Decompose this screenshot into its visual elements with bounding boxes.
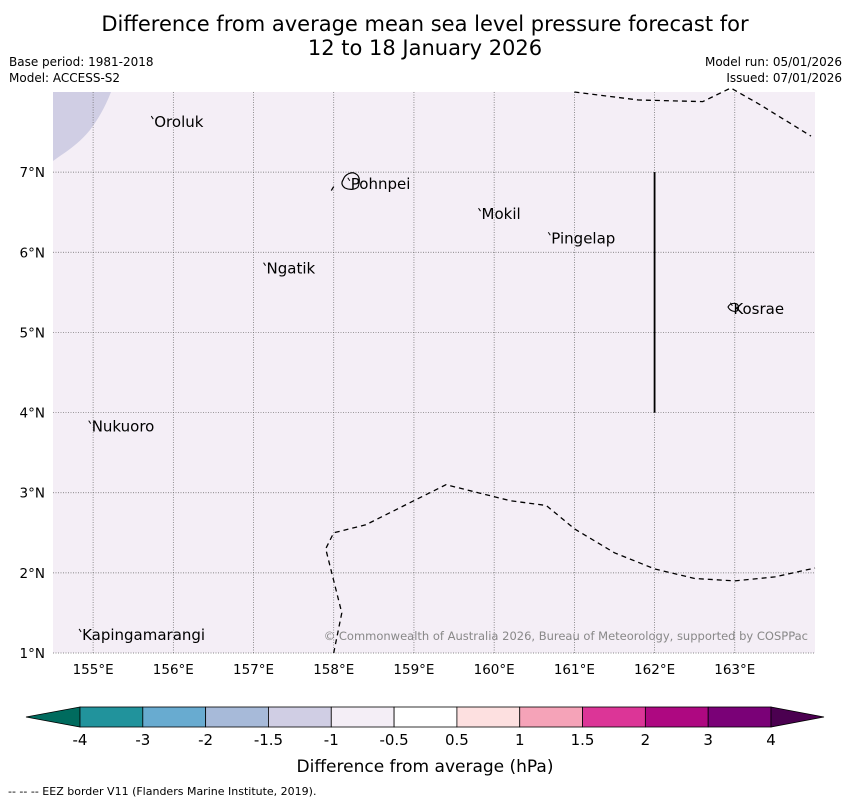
place-label: Pingelap bbox=[551, 229, 615, 247]
colorbar-bin bbox=[142, 706, 207, 728]
colorbar-title: Difference from average (hPa) bbox=[297, 757, 554, 777]
lat-tick-label: 6°N bbox=[20, 245, 45, 261]
lon-tick-label: 155°E bbox=[73, 662, 114, 678]
colorbar-tick-label: -1 bbox=[324, 731, 339, 749]
lon-tick-label: 156°E bbox=[153, 662, 194, 678]
colorbar-bin bbox=[393, 706, 458, 728]
colorbar-low-extend bbox=[25, 706, 81, 728]
map-gridlines bbox=[53, 92, 815, 654]
place-label: Oroluk bbox=[154, 113, 203, 131]
eez-border-pohnpei bbox=[330, 186, 335, 191]
colorbar-bin bbox=[79, 706, 144, 728]
lon-tick-label: 163°E bbox=[714, 662, 755, 678]
colorbar-high-extend bbox=[770, 706, 825, 728]
issued-date: Issued: 07/01/2026 bbox=[726, 71, 842, 85]
chart-title: Difference from average mean sea level p… bbox=[0, 12, 850, 60]
island-marker bbox=[78, 628, 82, 633]
pressure-anomaly-patch bbox=[53, 92, 111, 161]
lat-tick-label: 7°N bbox=[20, 165, 45, 181]
island-outlines bbox=[341, 172, 740, 312]
place-label: Ngatik bbox=[267, 260, 316, 278]
eez-border-south bbox=[325, 484, 816, 654]
place-label: Pohnpei bbox=[351, 175, 411, 193]
map-background bbox=[53, 92, 815, 653]
model-run: Model run: 05/01/2026 bbox=[704, 55, 842, 69]
colorbar-bin bbox=[268, 706, 332, 728]
colorbar-tick-label: 1.5 bbox=[571, 731, 595, 749]
axis-labels: 155°E 156°E 157°E 158°E 159°E 160°E 161°E 162°E… bbox=[20, 165, 756, 678]
colorbar-tick-label: 2 bbox=[641, 731, 651, 749]
colorbar-tick-label: 4 bbox=[766, 731, 776, 749]
island-marker bbox=[478, 207, 481, 212]
colorbar-tick-label: -0.5 bbox=[379, 731, 408, 749]
pohnpei-island-shape bbox=[341, 172, 360, 190]
eez-borders bbox=[325, 87, 816, 654]
place-labels: Oroluk Pohnpei Mokil Pingelap Ngatik Kosrae Nu… bbox=[78, 113, 784, 644]
title-line-2: 12 to 18 January 2026 bbox=[307, 36, 543, 60]
lat-tick-label: 5°N bbox=[20, 325, 45, 341]
kosrae-island-shape bbox=[727, 302, 740, 312]
colorbar-bin bbox=[330, 706, 395, 728]
eez-border-north bbox=[574, 87, 812, 137]
island-marker bbox=[547, 231, 551, 236]
colorbar-tick-label: 1 bbox=[515, 731, 525, 749]
place-label: Kapingamarangi bbox=[82, 626, 205, 644]
island-marker bbox=[347, 177, 351, 182]
colorbar-tick-label: 3 bbox=[703, 731, 713, 749]
base-period: Base period: 1981-2018 bbox=[9, 55, 154, 69]
island-marker bbox=[729, 302, 733, 307]
colorbar-bin bbox=[456, 706, 521, 728]
copyright-text: © Commonwealth of Australia 2026, Bureau… bbox=[324, 629, 808, 643]
meta-left: Base period: 1981-2018 Model: ACCESS-S2 bbox=[9, 54, 154, 86]
lat-tick-label: 4°N bbox=[20, 406, 45, 422]
lon-tick-label: 160°E bbox=[474, 662, 515, 678]
colorbar-bin bbox=[582, 706, 646, 728]
place-label: Nukuoro bbox=[92, 418, 155, 436]
lat-tick-label: 2°N bbox=[20, 566, 45, 582]
lon-tick-label: 161°E bbox=[554, 662, 595, 678]
colorbar-bin bbox=[707, 706, 772, 728]
lon-tick-label: 159°E bbox=[393, 662, 434, 678]
colorbar-tick-label: -2 bbox=[198, 731, 213, 749]
place-label: Kosrae bbox=[733, 300, 784, 318]
lon-tick-label: 157°E bbox=[233, 662, 274, 678]
island-marker bbox=[263, 262, 266, 266]
eez-legend-note: -- -- -- EEZ border V11 (Flanders Marine… bbox=[8, 785, 317, 798]
colorbar-tick-label: -1.5 bbox=[254, 731, 283, 749]
colorbar-bin bbox=[205, 706, 269, 728]
title-line-1: Difference from average mean sea level p… bbox=[101, 12, 749, 36]
island-marker bbox=[150, 115, 154, 120]
colorbar-tick-label: -3 bbox=[135, 731, 150, 749]
lon-tick-label: 162°E bbox=[634, 662, 675, 678]
colorbar-tick-label: -4 bbox=[73, 731, 88, 749]
meta-right: Model run: 05/01/2026 Issued: 07/01/2026 bbox=[705, 54, 842, 86]
lat-tick-label: 3°N bbox=[20, 486, 45, 502]
place-label: Mokil bbox=[482, 205, 521, 223]
colorbar-tick-label: 0.5 bbox=[445, 731, 469, 749]
lon-tick-label: 158°E bbox=[313, 662, 354, 678]
colorbar-bin bbox=[644, 706, 709, 728]
model-name: Model: ACCESS-S2 bbox=[9, 71, 121, 85]
island-marker bbox=[88, 420, 92, 424]
colorbar-bin bbox=[519, 706, 583, 728]
colorbar: -4 -3 -2 -1.5 -1 -0.5 0.5 1 1.5 2 3 4 bbox=[25, 706, 825, 749]
lat-tick-label: 1°N bbox=[20, 646, 45, 662]
